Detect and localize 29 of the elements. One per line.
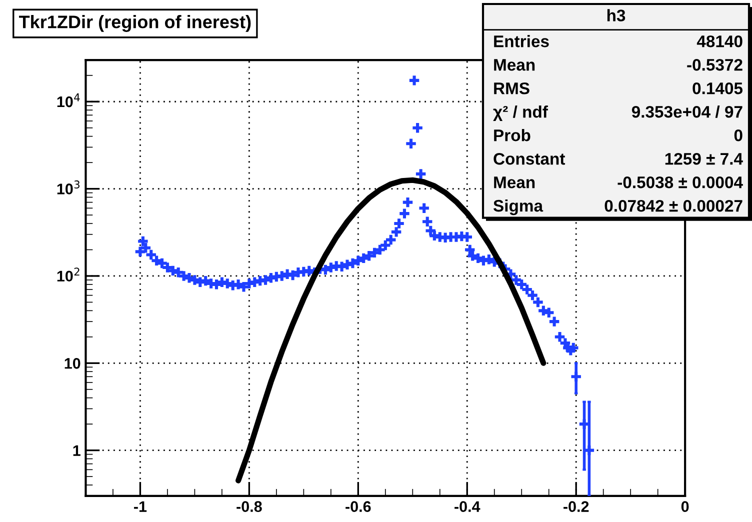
y-tick-label: 10$^{3}$ <box>57 180 80 194</box>
text: h3 <box>607 9 626 22</box>
annotation: Sigma <box>493 199 544 216</box>
annotation: -0.5038 ± 0.0004 <box>618 176 743 188</box>
x-tick-label: -0.6 <box>346 501 371 512</box>
x-tick-label: -0.2 <box>564 501 589 512</box>
y-tick-label: 10$^{4}$ <box>57 93 80 108</box>
x-tick-label: -1 <box>134 501 147 512</box>
annotation: Prob <box>494 129 530 142</box>
annotation: 1259 ± 7.4 <box>665 152 743 165</box>
text: Entries <box>494 35 549 48</box>
x-tick-label: 0 <box>681 501 689 512</box>
annotation: Mean <box>494 59 535 71</box>
annotation: Mean <box>494 176 535 188</box>
text: 0.1405 <box>692 82 743 94</box>
y-tick-label: 10$^{2}$ <box>57 268 80 282</box>
annotation: 0.07842 ± 0.00027 <box>604 200 742 212</box>
x-tick-label: -0.8 <box>236 501 262 512</box>
annotation: Constant <box>494 152 566 165</box>
y-tick-label: 10 <box>64 358 80 369</box>
annotation: RMS <box>494 82 530 94</box>
annotation: 9.353e+04 / 97 <box>632 106 742 118</box>
y-tick-label: 1 <box>73 445 80 456</box>
text: -0.5372 <box>687 58 742 71</box>
text: 48140 <box>696 35 742 48</box>
chart-title: Tkr1ZDir (region of inerest) <box>19 15 251 32</box>
annotation: χ² / ndf <box>493 106 548 122</box>
x-tick-label: -0.4 <box>454 501 480 512</box>
text: 0 <box>734 129 742 142</box>
